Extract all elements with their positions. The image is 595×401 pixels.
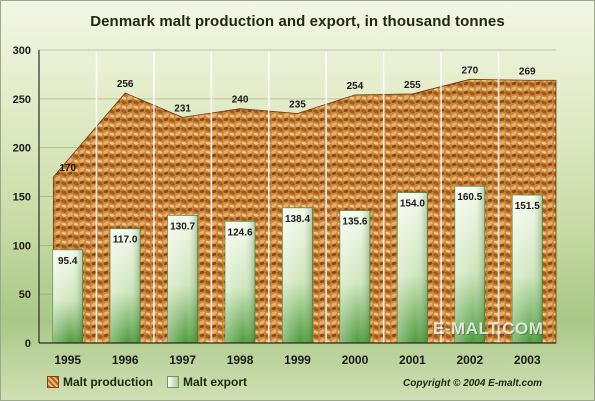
export-value-label: 95.4 (58, 256, 78, 267)
production-value-label: 170 (59, 163, 76, 174)
chart-title: Denmark malt production and export, in t… (90, 13, 505, 30)
x-tick-label: 2003 (514, 353, 541, 367)
y-tick-label: 150 (13, 192, 31, 204)
x-tick-label: 2001 (399, 353, 426, 367)
y-tick-label: 50 (19, 289, 31, 301)
export-value-label: 124.6 (228, 227, 253, 238)
production-value-label: 254 (347, 81, 364, 92)
export-value-label: 151.5 (515, 201, 540, 212)
export-bar-shade (225, 221, 256, 343)
production-value-label: 256 (117, 79, 134, 90)
x-tick-label: 1997 (169, 353, 196, 367)
export-value-label: 154.0 (400, 199, 425, 210)
production-value-label: 255 (404, 80, 421, 91)
y-tick-label: 300 (13, 45, 31, 57)
export-bar-shade (454, 186, 485, 343)
x-tick-label: 1995 (54, 353, 81, 367)
export-value-label: 138.4 (285, 214, 310, 225)
y-tick-label: 100 (13, 240, 31, 252)
export-value-label: 117.0 (113, 235, 138, 246)
x-tick-label: 2000 (342, 353, 369, 367)
export-bar-shade (52, 249, 83, 343)
legend-swatch-export (167, 376, 179, 388)
export-value-label: 160.5 (457, 192, 482, 203)
export-bar-shade (397, 192, 428, 343)
x-tick-label: 1996 (112, 353, 139, 367)
production-value-label: 231 (174, 103, 191, 114)
export-bar-shade (167, 215, 198, 343)
x-tick-label: 2002 (456, 353, 483, 367)
production-value-label: 270 (461, 65, 478, 76)
export-value-label: 130.7 (170, 221, 195, 232)
export-bar-shade (282, 207, 313, 343)
export-bar-shade (110, 228, 141, 343)
legend-label-production: Malt production (63, 375, 153, 389)
x-tick-label: 1999 (284, 353, 311, 367)
production-value-label: 269 (519, 66, 536, 77)
legend-swatch-production (47, 376, 59, 388)
export-bar-shade (339, 210, 370, 343)
legend-label-export: Malt export (183, 375, 248, 389)
production-value-label: 235 (289, 99, 306, 110)
copyright-note: Copyright © 2004 E-malt.com (403, 378, 543, 389)
watermark: E-MALT.COM (433, 319, 544, 338)
export-bar-shade (512, 195, 543, 343)
legend: Malt production Malt export (47, 375, 247, 389)
y-tick-label: 0 (25, 338, 31, 350)
y-tick-label: 250 (13, 94, 31, 106)
x-tick-label: 1998 (227, 353, 254, 367)
y-tick-label: 200 (13, 143, 31, 155)
production-value-label: 240 (232, 95, 249, 106)
export-value-label: 135.6 (342, 217, 367, 228)
